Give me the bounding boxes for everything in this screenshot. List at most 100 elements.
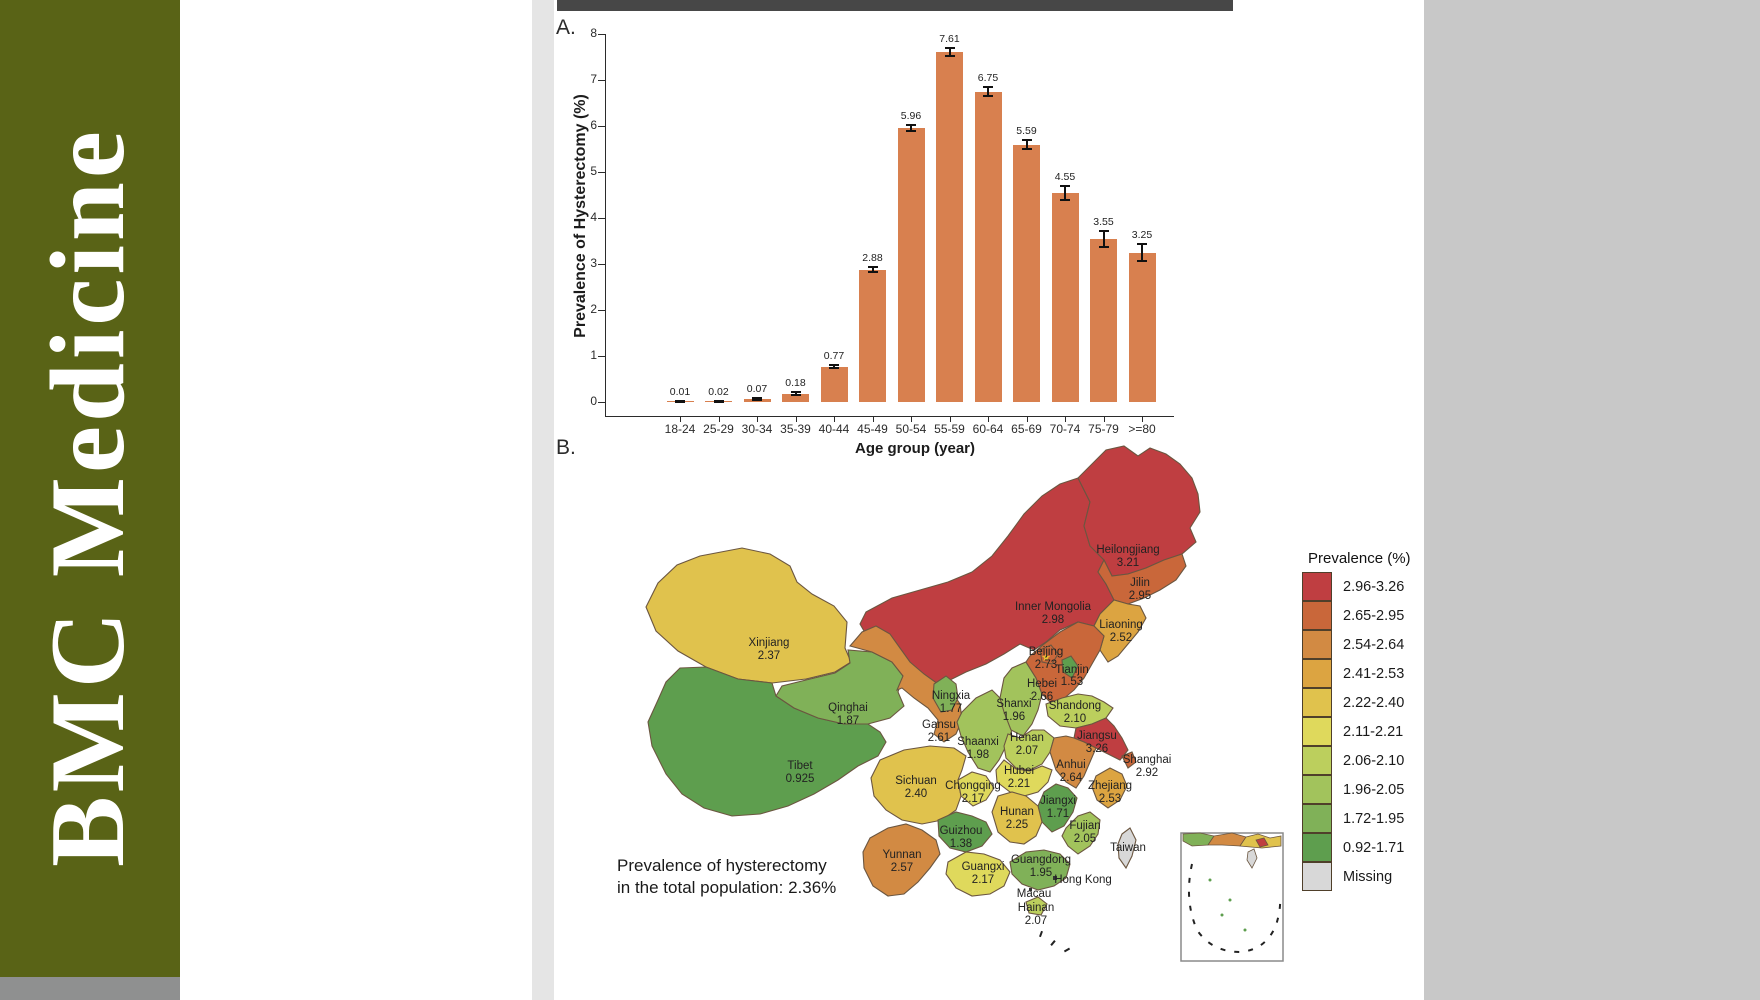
- legend-swatch: [1302, 717, 1332, 746]
- label-taiwan: Taiwan: [1110, 842, 1146, 854]
- right-gray-margin: [1424, 0, 1760, 1000]
- x-tick-label: 45-49: [857, 422, 888, 436]
- y-tick-mark: [598, 80, 605, 81]
- province-jilin: [1097, 553, 1187, 605]
- y-tick-label: 1: [590, 348, 597, 362]
- y-tick-label: 7: [590, 72, 597, 86]
- label-shanxi: Shanxi: [996, 698, 1031, 710]
- svg-text:2.17: 2.17: [972, 874, 994, 886]
- error-bar-cap: [906, 130, 916, 133]
- south-china-sea-inset: [1180, 832, 1284, 962]
- label-gansu: Gansu: [922, 719, 956, 731]
- province-gansu: [849, 625, 963, 743]
- province-hunan: [991, 791, 1043, 845]
- y-tick-label: 5: [590, 164, 597, 178]
- x-axis-title: Age group (year): [854, 440, 975, 457]
- svg-text:2.57: 2.57: [891, 862, 913, 874]
- province-shaanxi: [956, 689, 1013, 773]
- label-heilongjiang: Heilongjiang: [1096, 544, 1159, 556]
- x-tick-label: 65-69: [1011, 422, 1042, 436]
- legend-label: 2.65-2.95: [1343, 607, 1405, 624]
- bar-value-label: 6.75: [977, 72, 999, 85]
- bar: [974, 91, 1002, 402]
- svg-text:2.64: 2.64: [1060, 772, 1083, 784]
- x-tick-label: 70-74: [1049, 422, 1081, 436]
- bar-value-label: 5.59: [1016, 125, 1037, 138]
- legend-label: 1.72-1.95: [1343, 810, 1405, 827]
- y-tick-mark: [598, 356, 605, 357]
- legend-swatch: [1302, 862, 1332, 891]
- cropped-top-bar: [557, 0, 1233, 11]
- province-hainan: [1025, 896, 1048, 916]
- label-ningxia: Ningxia: [932, 690, 971, 702]
- annotation-line-1: Prevalence of hysterectomy: [617, 856, 827, 875]
- svg-text:2.95: 2.95: [1129, 590, 1151, 602]
- error-bar-cap: [829, 367, 839, 370]
- legend-label: 2.22-2.40: [1343, 694, 1405, 711]
- province-hubei: [995, 759, 1053, 797]
- y-tick-label: 2: [590, 302, 597, 316]
- error-bar: [1141, 243, 1143, 262]
- label-tibet: Tibet: [787, 760, 813, 772]
- bar: [1013, 144, 1040, 402]
- nine-dash-line: [1188, 863, 1282, 954]
- svg-text:2.07: 2.07: [1016, 745, 1038, 757]
- svg-text:3.26: 3.26: [1086, 743, 1108, 755]
- x-tick-mark: [834, 416, 835, 422]
- label-jiangsu: Jiangsu: [1077, 730, 1117, 742]
- error-bar: [910, 124, 912, 132]
- label-henan: Henan: [1010, 732, 1044, 744]
- svg-text:2.73: 2.73: [1035, 659, 1057, 671]
- svg-text:1.38: 1.38: [950, 838, 972, 850]
- province-shandong: [1045, 693, 1114, 729]
- error-bar-cap: [713, 400, 724, 403]
- label-fujian: Fujian: [1069, 820, 1100, 832]
- label-beijing: Beijing: [1029, 646, 1064, 658]
- x-tick-label: 18-24: [664, 422, 696, 436]
- svg-text:2.40: 2.40: [905, 788, 927, 800]
- legend-label: 1.96-2.05: [1343, 781, 1405, 798]
- x-tick-mark: [872, 416, 874, 422]
- label-sichuan: Sichuan: [895, 775, 937, 787]
- error-bar: [1102, 230, 1105, 247]
- y-tick-mark: [598, 126, 605, 127]
- x-tick-label: 30-34: [741, 422, 773, 436]
- x-tick-mark: [1065, 416, 1066, 422]
- y-tick-label: 8: [590, 26, 597, 40]
- bar-value-label: 0.01: [669, 386, 691, 399]
- error-bar-cap: [1021, 148, 1032, 151]
- error-bar-cap: [1060, 184, 1070, 187]
- error-bar-cap: [867, 266, 878, 269]
- inset-frame: [1180, 832, 1284, 962]
- y-tick-mark: [598, 218, 605, 219]
- error-bar: [794, 392, 797, 396]
- x-tick-mark: [1103, 416, 1105, 422]
- error-bar-cap: [790, 391, 801, 394]
- bar-value-label: 0.77: [823, 349, 845, 362]
- error-bar-cap: [983, 86, 993, 89]
- annotation-line-2: in the total population: 2.36%: [617, 878, 837, 897]
- error-bar-cap: [1098, 229, 1109, 232]
- error-bar-cap: [1021, 139, 1032, 142]
- province-ningxia: [932, 675, 959, 713]
- svg-text:2.07: 2.07: [1025, 915, 1047, 927]
- province-fujian: [1061, 811, 1101, 855]
- legend-row: 2.65-2.95: [1302, 601, 1411, 630]
- x-tick-label: 55-59: [934, 422, 965, 436]
- svg-text:2.37: 2.37: [758, 650, 780, 662]
- legend-swatch: [1302, 775, 1332, 804]
- error-bar-cap: [752, 398, 762, 401]
- panel-a-label: A.: [556, 16, 576, 39]
- legend-rows: 2.96-3.26 2.65-2.95 2.54-2.64 2.41-2.53 2.22…: [1302, 572, 1411, 891]
- legend-swatch: [1302, 688, 1332, 717]
- x-tick-label: 25-29: [703, 422, 734, 436]
- province-shanxi: [999, 661, 1043, 737]
- province-chongqing: [957, 771, 995, 807]
- legend-label: 0.92-1.71: [1343, 839, 1405, 856]
- label-anhui: Anhui: [1056, 759, 1085, 771]
- province-sichuan: [870, 745, 967, 825]
- error-bar: [871, 267, 874, 272]
- macau-marker-icon: [1029, 888, 1032, 891]
- legend-row: 2.41-2.53: [1302, 659, 1411, 688]
